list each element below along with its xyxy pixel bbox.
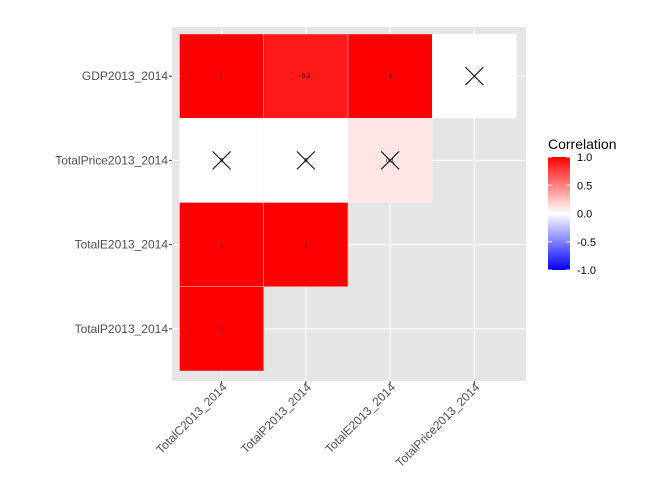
heatmap-cell xyxy=(179,286,264,372)
color-legend: Correlation 1.0 0.5 0.0 -0.5 -1.0 xyxy=(548,136,616,277)
x-tick-label: TotalPrice2013_2014 xyxy=(393,380,483,470)
y-tick-label: TotalE2013_2014 xyxy=(75,238,169,252)
y-tick-label: TotalP2013_2014 xyxy=(75,322,169,336)
insignificant-cross-mark xyxy=(465,66,484,86)
cell-value-label: 0.9 xyxy=(302,74,311,80)
heatmap-cells: 1 0.9 10 0 0.11 11 xyxy=(179,33,517,372)
insignificant-cross-mark xyxy=(380,151,400,170)
legend-colorbar xyxy=(548,157,570,270)
y-axis-labels: GDP2013_2014 TotalPrice2013_2014 TotalE201… xyxy=(55,69,172,336)
cell-value-label: 1 xyxy=(220,74,224,80)
heatmap-cell xyxy=(263,202,349,287)
x-tick-label: TotalC2013_2014 xyxy=(153,380,230,457)
cell-value-label: 1 xyxy=(388,74,392,80)
x-axis-labels: TotalC2013_2014 TotalP2013_2014 TotalE2013… xyxy=(153,380,482,470)
legend-tick-label: 0.0 xyxy=(577,209,592,221)
x-tick-label: TotalP2013_2014 xyxy=(238,380,314,456)
legend-title: Correlation xyxy=(548,136,616,152)
legend-tick-label: 0.5 xyxy=(577,180,592,192)
insignificant-cross-mark xyxy=(296,151,316,170)
legend-ticks: 1.0 0.5 0.0 -0.5 -1.0 xyxy=(548,152,596,277)
heatmap-cell xyxy=(263,33,349,119)
cell-value-label: 1 xyxy=(304,243,308,249)
heatmap-cell xyxy=(179,202,264,287)
insignificant-cross-mark xyxy=(212,151,231,170)
y-tick-label: TotalPrice2013_2014 xyxy=(55,153,168,167)
legend-tick-label: -1.0 xyxy=(577,265,596,277)
y-tick-label: GDP2013_2014 xyxy=(82,69,168,83)
legend-tick-label: -0.5 xyxy=(577,237,596,249)
cell-value-label: 1 xyxy=(220,327,224,333)
heatmap-cell xyxy=(179,33,264,119)
legend-tick-label: 1.0 xyxy=(577,152,592,164)
cell-value-label: 1 xyxy=(220,243,224,249)
x-tick-label: TotalE2013_2014 xyxy=(322,380,398,456)
